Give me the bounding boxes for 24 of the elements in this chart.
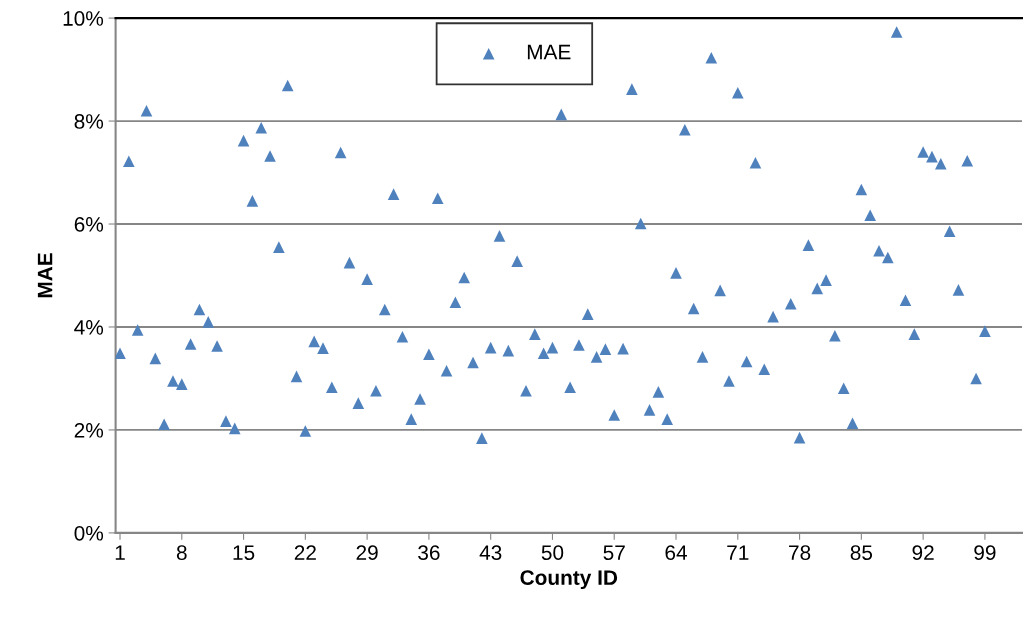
x-tick-label: 1 (115, 545, 125, 560)
y-axis-title: MAE (37, 253, 53, 298)
x-tick-label: 64 (665, 545, 687, 560)
y-tick-label: 2% (74, 422, 104, 438)
x-tick-label: 50 (541, 545, 564, 560)
x-tick-label: 78 (789, 545, 811, 560)
x-tick-label: 36 (418, 545, 440, 560)
x-tick-label: 22 (294, 545, 316, 560)
x-axis-title: County ID (520, 570, 618, 590)
x-tick-label: 92 (912, 545, 934, 560)
legend-label: MAE (527, 44, 571, 60)
y-tick-label: 6% (74, 217, 104, 232)
x-tick-label: 15 (233, 545, 255, 560)
x-tick-label: 99 (974, 545, 996, 560)
y-tick-label: 10% (63, 11, 104, 26)
x-tick-label: 57 (603, 545, 625, 560)
y-tick-label: 4% (74, 320, 104, 335)
x-tick-label: 85 (850, 545, 873, 560)
y-tick-label: 0% (74, 525, 104, 541)
x-tick-label: 8 (176, 545, 187, 560)
x-tick-label: 29 (356, 545, 378, 560)
x-tick-label: 43 (479, 545, 502, 560)
y-tick-label: 8% (74, 114, 104, 129)
x-tick-label: 71 (727, 545, 749, 560)
